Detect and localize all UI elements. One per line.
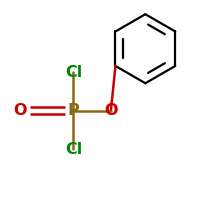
Text: P: P [68, 103, 79, 118]
Text: Cl: Cl [65, 142, 82, 157]
Text: O: O [104, 103, 118, 118]
Text: O: O [13, 103, 27, 118]
Text: Cl: Cl [65, 65, 82, 80]
